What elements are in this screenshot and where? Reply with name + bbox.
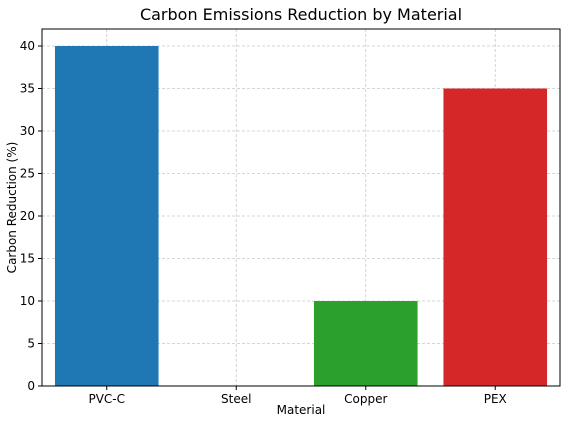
bar-layer	[54, 46, 548, 386]
y-tick-label: 25	[20, 167, 35, 181]
chart-title: Carbon Emissions Reduction by Material	[140, 5, 462, 24]
x-axis-ticks: PVC-C Steel Copper PEX	[88, 386, 507, 406]
y-tick-label: 40	[20, 39, 35, 53]
y-tick-label: 20	[20, 209, 35, 223]
x-axis-title: Material	[277, 403, 326, 417]
y-tick-label: 5	[27, 337, 35, 351]
x-tick-label: PEX	[484, 392, 507, 406]
x-tick-label: Steel	[221, 392, 251, 406]
y-axis-ticks: 0 5 10 15 20 25 30 35 40	[20, 39, 42, 393]
y-tick-label: 15	[20, 252, 35, 266]
x-tick-label: Copper	[344, 392, 387, 406]
y-tick-label: 10	[20, 294, 35, 308]
y-axis-title: Carbon Reduction (%)	[5, 142, 19, 274]
x-tick-label: PVC-C	[88, 392, 125, 406]
bar-pvc-c	[54, 46, 159, 386]
plot-frame	[41, 28, 561, 387]
bar-copper	[313, 301, 418, 386]
y-tick-label: 35	[20, 82, 35, 96]
y-tick-label: 30	[20, 124, 35, 138]
y-tick-label: 0	[27, 379, 35, 393]
bar-pex	[443, 88, 548, 386]
